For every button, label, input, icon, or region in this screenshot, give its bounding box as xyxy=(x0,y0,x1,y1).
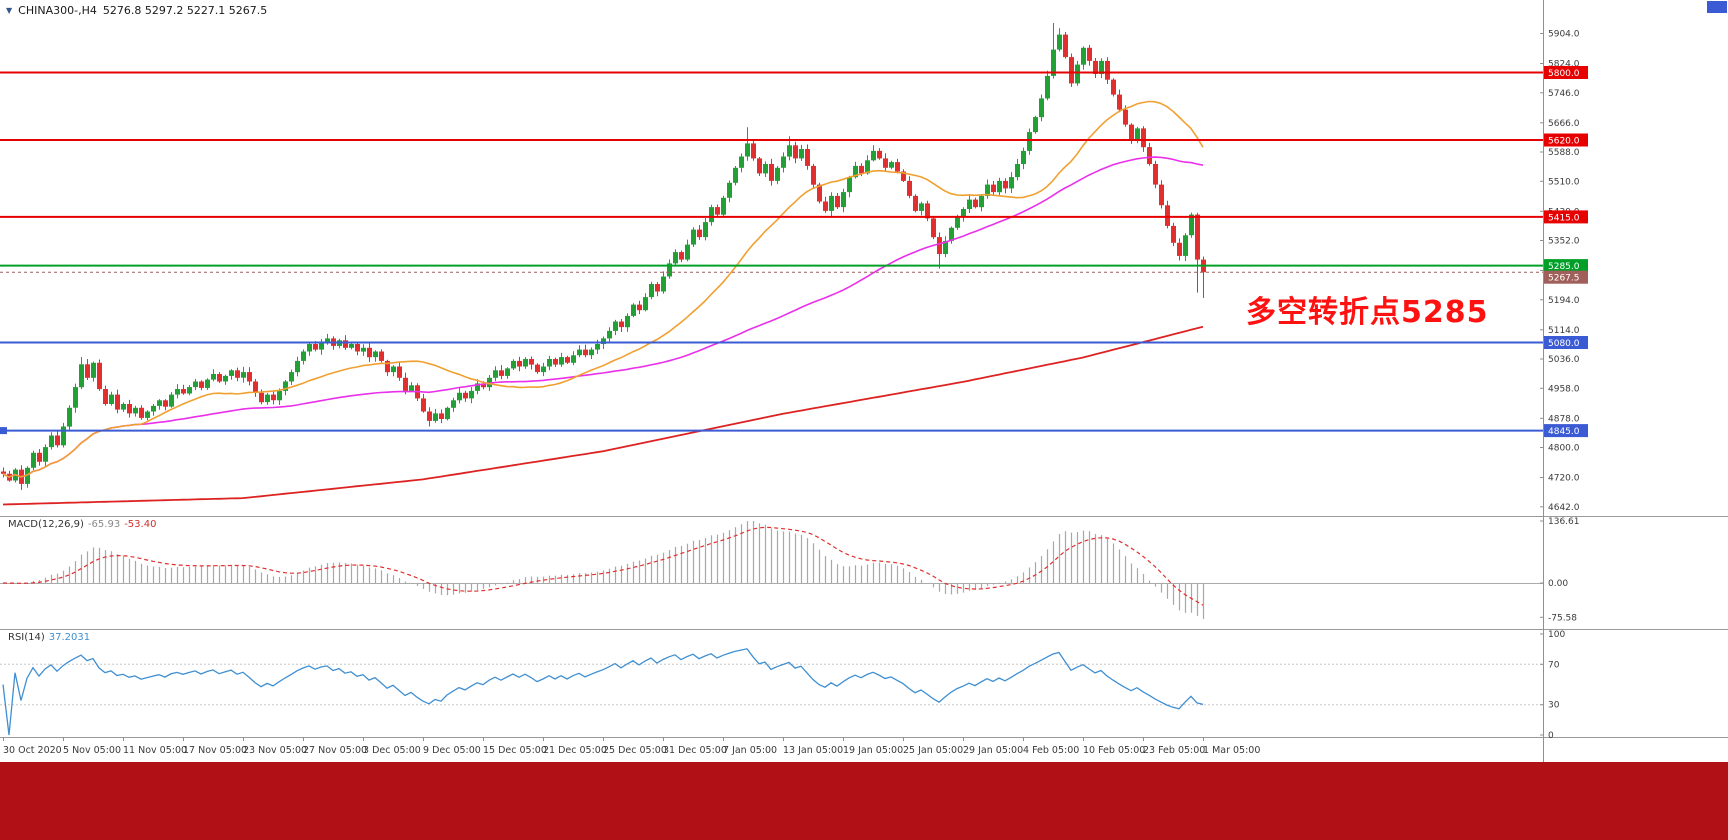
price-tick-label: 5510.0 xyxy=(1548,177,1580,187)
price-box-5080.0: 5080.0 xyxy=(1544,336,1588,349)
chart-canvas[interactable]: 5904.05824.05746.05666.05588.05510.05430… xyxy=(0,0,1728,762)
svg-text:5285.0: 5285.0 xyxy=(1548,262,1580,272)
time-axis-label: 4 Feb 05:00 xyxy=(1023,745,1079,756)
macd-axis-label: 136.61 xyxy=(1548,517,1580,527)
time-axis-label: 1 Mar 05:00 xyxy=(1203,745,1260,756)
price-tick-label: 5036.0 xyxy=(1548,355,1580,365)
ma-slow-red xyxy=(2,325,1204,506)
time-axis-label: 19 Jan 05:00 xyxy=(843,745,903,756)
price-tick-label: 5904.0 xyxy=(1548,30,1580,40)
time-axis-label: 5 Nov 05:00 xyxy=(63,745,121,756)
svg-text:5620.0: 5620.0 xyxy=(1548,137,1580,147)
time-axis-label: 15 Dec 05:00 xyxy=(483,745,547,756)
rsi-axis-label: 30 xyxy=(1548,701,1560,711)
rsi-levels xyxy=(0,663,1543,706)
time-axis-label: 25 Dec 05:00 xyxy=(603,745,667,756)
bottom-banner xyxy=(0,762,1728,840)
annotation-text: 多空转折点5285 xyxy=(1246,295,1489,330)
macd-axis-label: -75.58 xyxy=(1548,613,1577,623)
hline-anchor-marker[interactable] xyxy=(0,427,7,435)
macd-histogram xyxy=(8,521,1205,619)
rsi-label: RSI(14) 37.2031 xyxy=(8,632,90,643)
price-tick-label: 4642.0 xyxy=(1548,503,1580,513)
macd-label: MACD(12,26,9) -65.93 -53.40 xyxy=(8,519,156,530)
price-tick-label: 4800.0 xyxy=(1548,444,1580,454)
svg-text:5267.5: 5267.5 xyxy=(1548,274,1580,284)
price-tick-label: 4958.0 xyxy=(1548,384,1580,394)
svg-text:4845.0: 4845.0 xyxy=(1548,427,1580,437)
rsi-axis: 100 70 30 0 xyxy=(1540,630,1565,741)
price-tick-label: 5194.0 xyxy=(1548,296,1580,306)
price-tick-label: 4720.0 xyxy=(1548,474,1580,484)
rsi-axis-label: 100 xyxy=(1548,630,1565,640)
time-axis-label: 29 Jan 05:00 xyxy=(963,745,1023,756)
time-axis-label: 13 Jan 05:00 xyxy=(783,745,843,756)
price-box-5800.0: 5800.0 xyxy=(1544,66,1588,79)
rsi-axis-label: 70 xyxy=(1548,660,1560,670)
macd-signal-line xyxy=(2,526,1204,606)
macd-value-signal: -53.40 xyxy=(124,519,157,530)
symbol-dropdown-icon[interactable]: ▼ xyxy=(6,5,13,15)
svg-text:5080.0: 5080.0 xyxy=(1548,339,1580,349)
svg-text:5415.0: 5415.0 xyxy=(1548,213,1580,223)
time-axis-label: 23 Nov 05:00 xyxy=(243,745,307,756)
macd-value-main: -65.93 xyxy=(87,519,121,530)
ohlc-label: 5276.8 5297.2 5227.1 5267.5 xyxy=(102,4,268,17)
time-axis-label: 25 Jan 05:00 xyxy=(903,745,963,756)
symbol-timeframe-label: CHINA300-,H4 xyxy=(18,4,97,17)
time-axis-label: 17 Nov 05:00 xyxy=(183,745,247,756)
price-box-5285.0: 5285.0 xyxy=(1544,259,1588,273)
chart-header: ▼ CHINA300-,H4 5276.8 5297.2 5227.1 5267… xyxy=(6,4,267,17)
macd-axis: 136.61 0.00 -75.58 xyxy=(1540,517,1580,623)
time-axis-label: 23 Feb 05:00 xyxy=(1143,745,1205,756)
rsi-axis-label: 0 xyxy=(1548,731,1554,741)
rsi-name: RSI(14) xyxy=(8,632,45,643)
bid-price-box: 5267.5 xyxy=(1544,270,1588,284)
price-tick-label: 5352.0 xyxy=(1548,237,1580,247)
price-box-5415.0: 5415.0 xyxy=(1544,210,1588,224)
time-axis-label: 9 Dec 05:00 xyxy=(423,745,481,756)
macd-axis-label: 0.00 xyxy=(1548,579,1568,589)
time-axis-label: 7 Jan 05:00 xyxy=(723,745,777,756)
time-axis-label: 30 Oct 2020 xyxy=(3,745,62,756)
panel-separators xyxy=(0,516,1728,738)
time-axis-label: 10 Feb 05:00 xyxy=(1083,745,1145,756)
macd-name: MACD(12,26,9) xyxy=(8,519,84,530)
ma-magenta xyxy=(2,156,1204,478)
ma-orange xyxy=(2,100,1204,478)
time-axis-label: 31 Dec 05:00 xyxy=(663,745,727,756)
price-box-5620.0: 5620.0 xyxy=(1544,133,1588,147)
price-tick-label: 4878.0 xyxy=(1548,414,1580,424)
time-axis-label: 21 Dec 05:00 xyxy=(543,745,607,756)
time-axis-label: 27 Nov 05:00 xyxy=(303,745,367,756)
rsi-line xyxy=(2,648,1204,736)
support-resistance-lines[interactable] xyxy=(0,71,1543,432)
time-axis-label: 11 Nov 05:00 xyxy=(123,745,187,756)
price-box-4845.0: 4845.0 xyxy=(1544,424,1588,438)
time-axis-label: 3 Dec 05:00 xyxy=(363,745,421,756)
price-tick-label: 5666.0 xyxy=(1548,119,1580,129)
price-tick-label: 5588.0 xyxy=(1548,148,1580,158)
price-tick-label: 5114.0 xyxy=(1548,326,1580,336)
top-right-indicator[interactable] xyxy=(1707,1,1727,13)
rsi-value: 37.2031 xyxy=(48,632,91,643)
price-tick-label: 5824.0 xyxy=(1548,60,1580,70)
price-tick-label: 5746.0 xyxy=(1548,89,1580,99)
price-axis[interactable]: 5904.05824.05746.05666.05588.05510.05430… xyxy=(1540,0,1588,762)
svg-text:5800.0: 5800.0 xyxy=(1548,69,1580,79)
